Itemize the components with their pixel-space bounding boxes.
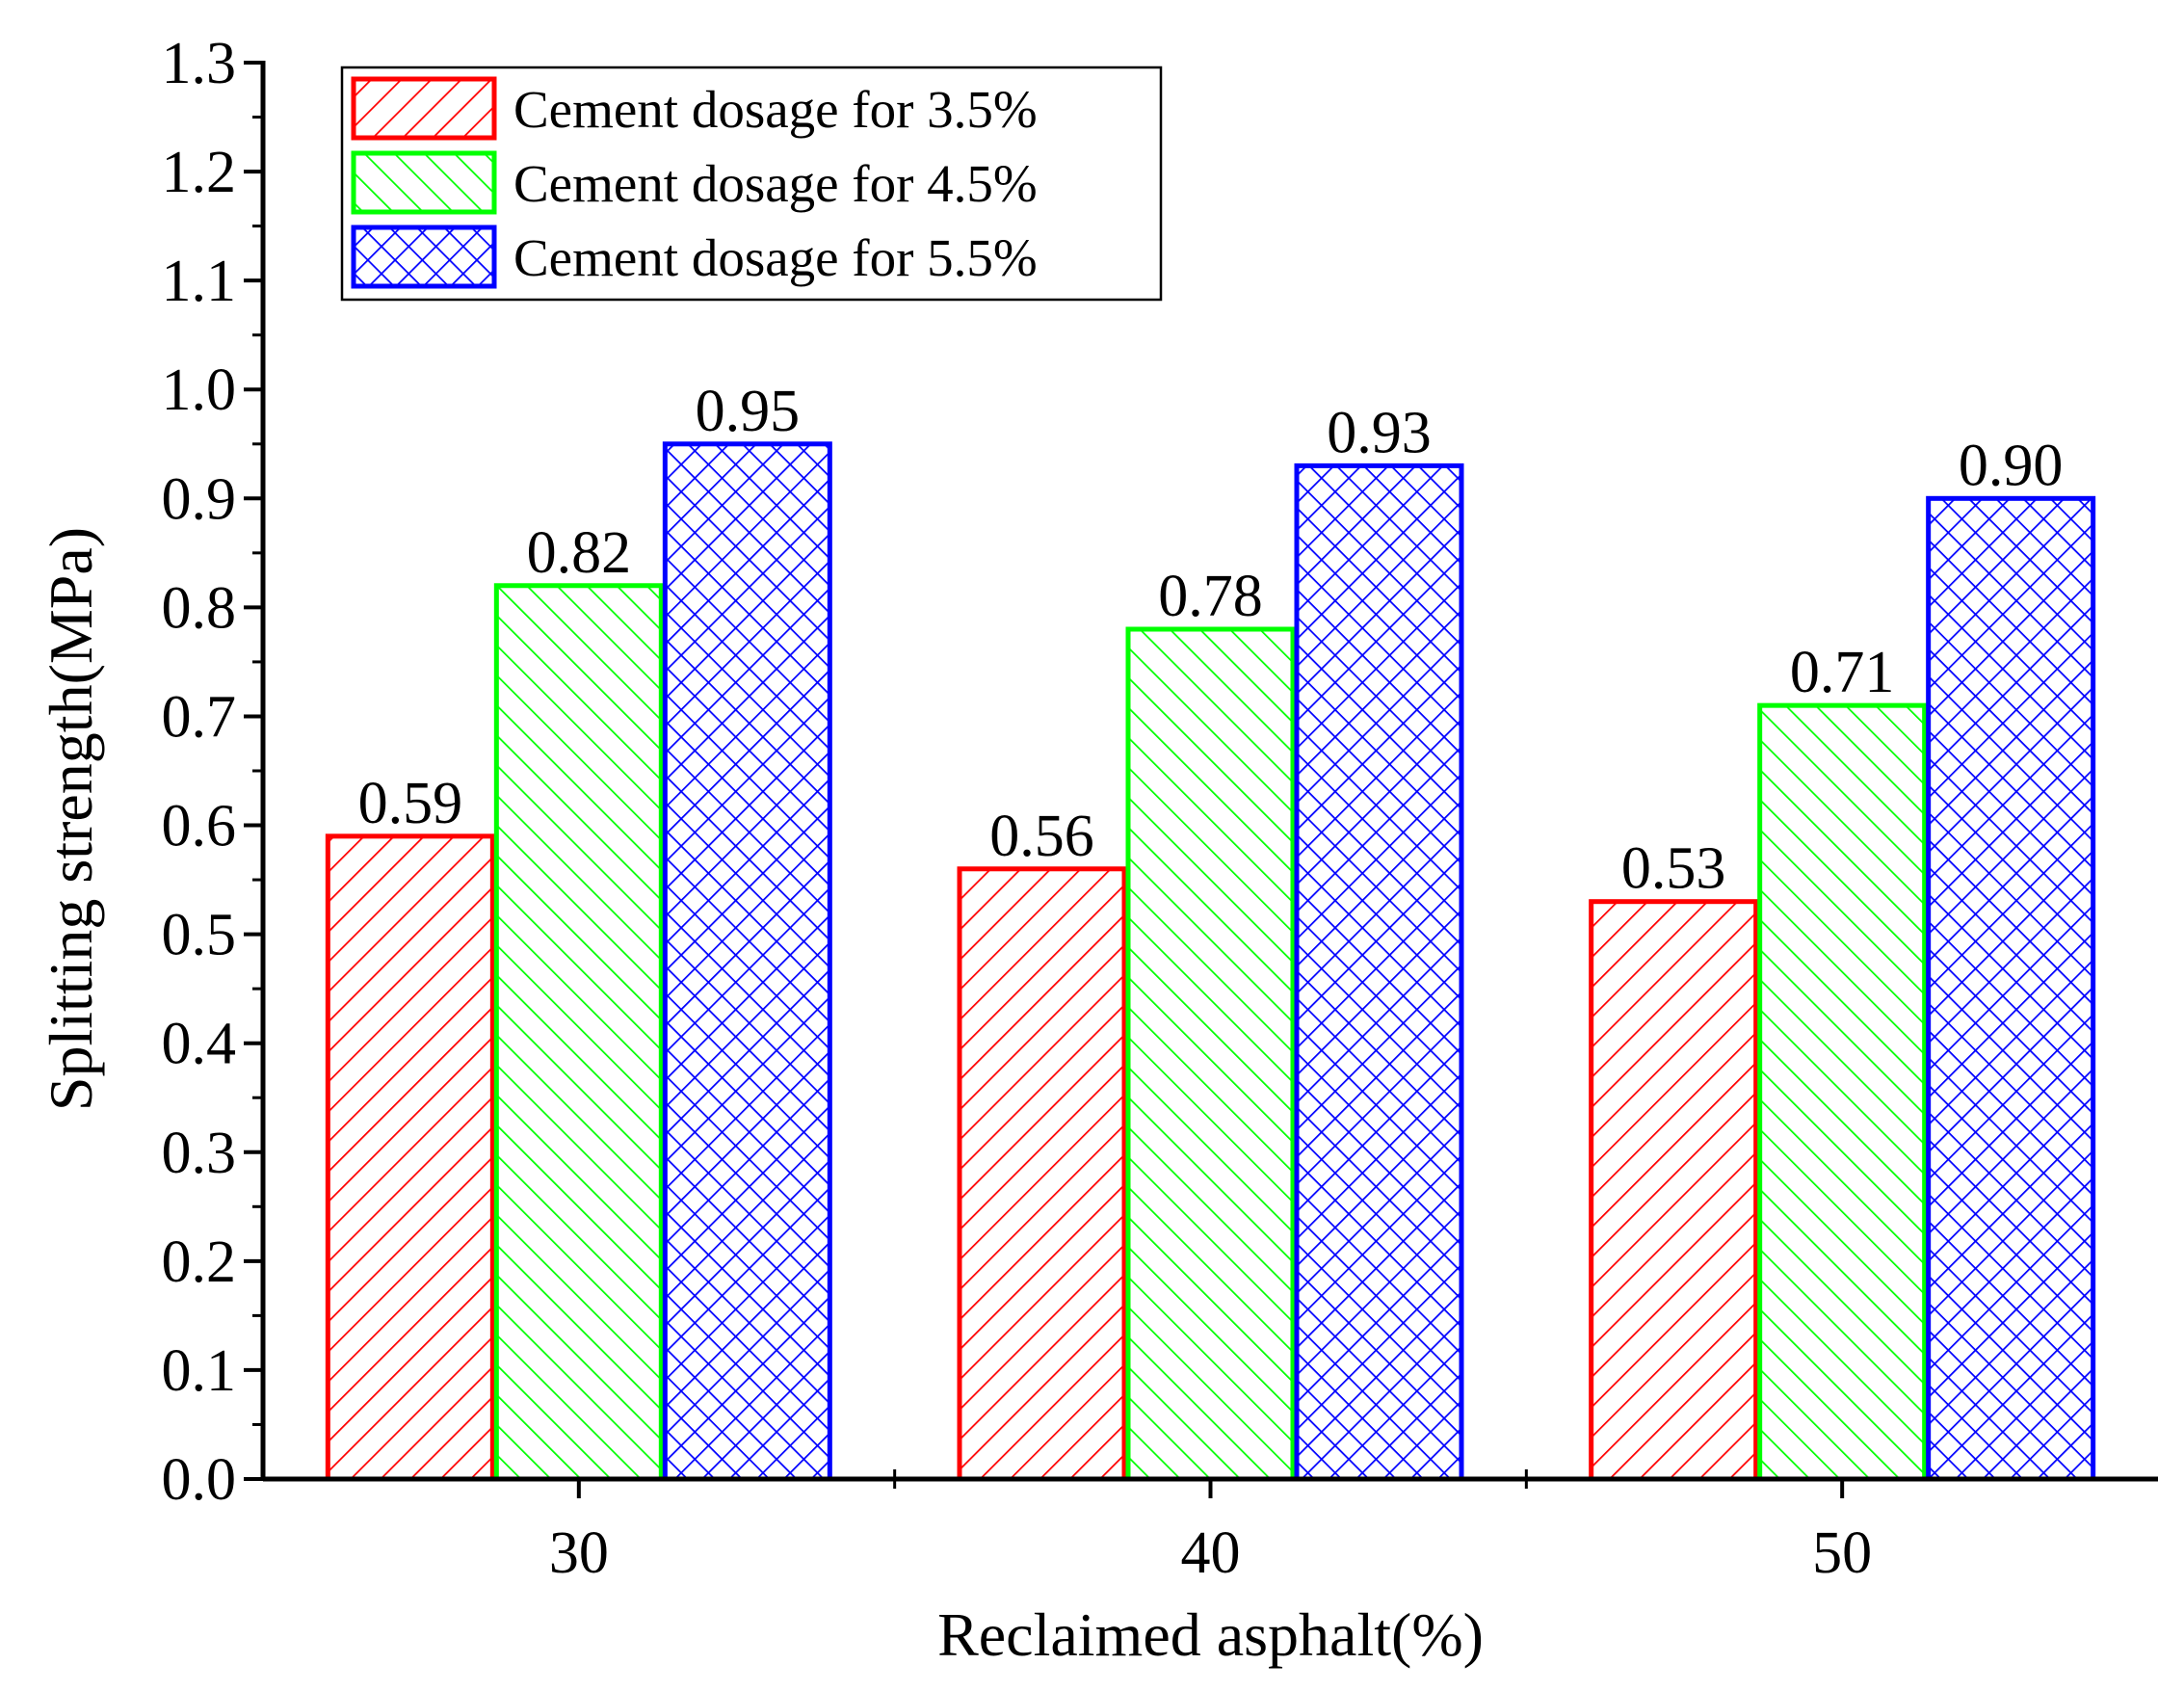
data-label: 0.56 [989, 804, 1094, 869]
data-labels-group: 0.59 0.82 0.95 0.56 0.78 0.93 0.53 0.71 0.90 [358, 379, 2064, 902]
bar [1926, 495, 2096, 1482]
legend-swatch [351, 225, 497, 289]
x-tick-label: 50 [1812, 1520, 1872, 1586]
y-tick-label: 0.4 [162, 1012, 237, 1077]
data-label: 0.53 [1621, 836, 1726, 902]
bar [1589, 899, 1759, 1482]
bar [662, 441, 832, 1482]
data-label: 0.59 [358, 771, 463, 836]
legend-swatch [351, 76, 497, 141]
x-axis-ticks: 30 40 50 [549, 1469, 1872, 1586]
bar [493, 583, 664, 1482]
y-tick-label: 0.0 [162, 1447, 237, 1513]
y-tick-label: 0.9 [162, 466, 237, 532]
data-label: 0.90 [1959, 433, 2064, 498]
bar [1757, 702, 1928, 1482]
y-tick-label: 1.2 [162, 140, 237, 205]
legend: Cement dosage for 3.5% Cement dosage for … [340, 66, 1163, 302]
y-axis-title: Splitting strength(MPa) [37, 527, 105, 1111]
y-tick-label: 0.3 [162, 1121, 237, 1186]
bar [1294, 462, 1464, 1482]
x-tick-label: 30 [549, 1520, 609, 1586]
legend-label: Cement dosage for 3.5% [513, 80, 1038, 139]
y-tick-label: 0.1 [162, 1338, 237, 1404]
legend-label: Cement dosage for 5.5% [513, 228, 1038, 287]
data-label: 0.93 [1327, 400, 1432, 465]
x-tick-label: 40 [1181, 1520, 1241, 1586]
y-tick-label: 0.7 [162, 684, 237, 750]
legend-label: Cement dosage for 4.5% [513, 154, 1038, 213]
bar [1125, 626, 1296, 1482]
y-tick-label: 0.5 [162, 903, 237, 968]
bar [957, 866, 1127, 1482]
bars-group [325, 441, 2096, 1482]
y-tick-label: 0.8 [162, 575, 237, 641]
data-label: 0.71 [1790, 640, 1895, 705]
data-label: 0.95 [696, 379, 801, 444]
data-label: 0.82 [527, 520, 632, 586]
y-tick-label: 0.6 [162, 794, 237, 859]
y-tick-label: 1.0 [162, 357, 237, 423]
x-axis-title: Reclaimed asphalt(%) [937, 1600, 1484, 1669]
y-axis-ticks: 0.0 0.1 0.2 0.3 0.4 0.5 0.6 0.7 0.8 0.9 1.0 1.1 1.2 1… [162, 31, 263, 1513]
bar [325, 833, 495, 1482]
y-tick-label: 1.3 [162, 31, 237, 96]
legend-swatch [351, 150, 497, 215]
y-tick-label: 0.2 [162, 1229, 237, 1295]
data-label: 0.78 [1158, 564, 1263, 629]
y-tick-label: 1.1 [162, 249, 237, 314]
